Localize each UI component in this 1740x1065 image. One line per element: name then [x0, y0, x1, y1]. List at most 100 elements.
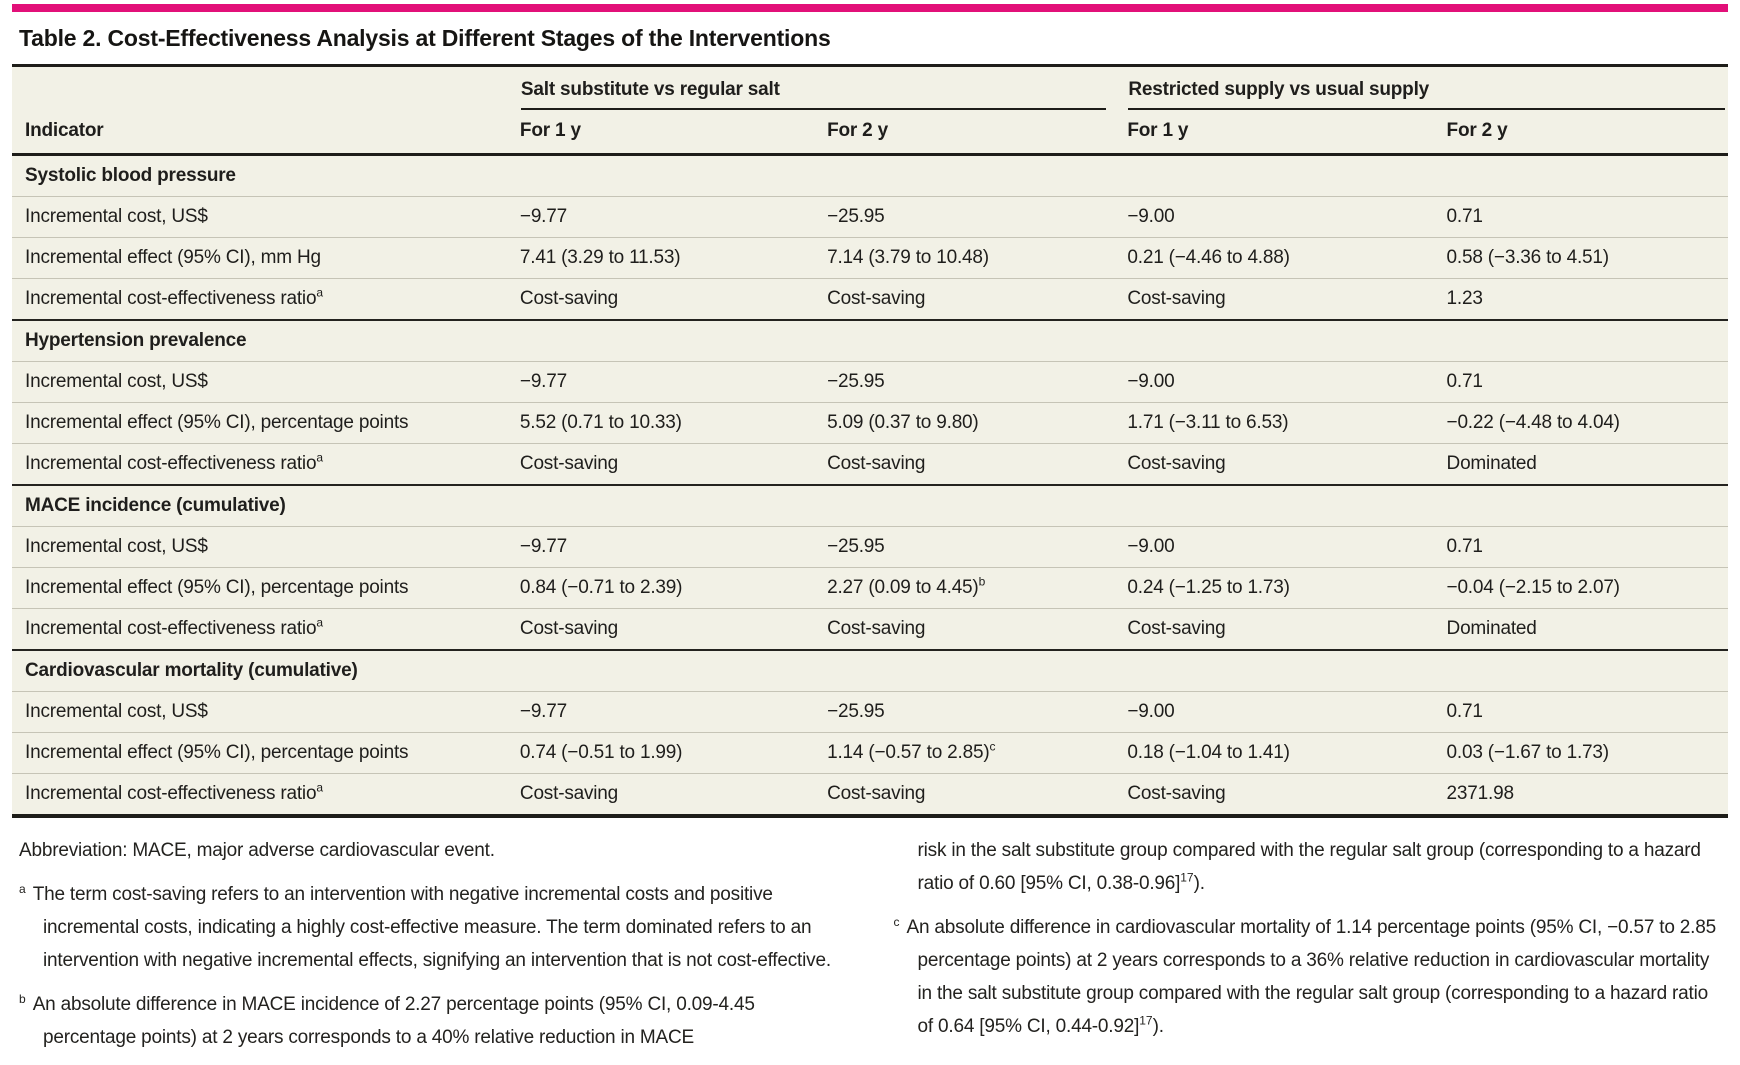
value-text: 0.58 (−3.36 to 4.51): [1446, 247, 1610, 268]
footnote-b-part1: b An absolute difference in MACE incidenc…: [19, 988, 844, 1054]
value-text: 7.41 (3.29 to 11.53): [519, 247, 681, 268]
table-row: Incremental cost-effectiveness ratioa Co…: [12, 773, 1728, 816]
footnote-c-suffix: ).: [1152, 1016, 1164, 1038]
cost-effectiveness-table: Salt substitute vs regular salt Restrict…: [12, 64, 1728, 818]
value-cell: 1.23: [1446, 278, 1728, 320]
value-cell: Dominated: [1446, 608, 1728, 650]
value-cell: Cost-saving: [519, 773, 828, 816]
value-cell: Cost-saving: [1127, 608, 1447, 650]
value-cell: −9.00: [1127, 196, 1447, 238]
value-cell: −0.22 (−4.48 to 4.04): [1446, 402, 1728, 444]
footnote-abbreviation: Abbreviation: MACE, major adverse cardio…: [19, 840, 495, 861]
value-text: −9.77: [519, 371, 567, 392]
footnote-b-marker: b: [19, 991, 26, 1006]
value-text: −9.77: [519, 206, 567, 227]
section-cardiovascular-mortality: Cardiovascular mortality (cumulative) In…: [12, 649, 1728, 816]
value-cell: Cost-saving: [1127, 773, 1447, 816]
indicator-label: Incremental cost, US$: [25, 701, 208, 722]
section-hypertension-prevalence: Hypertension prevalence Incremental cost…: [12, 319, 1728, 485]
footnote-a-marker: a: [19, 881, 26, 896]
value-text: 0.74 (−0.51 to 1.99): [519, 742, 683, 763]
value-cell: −0.04 (−2.15 to 2.07): [1446, 567, 1728, 609]
table-row: Incremental cost, US$ −9.77 −25.95 −9.00…: [12, 691, 1728, 733]
section-systolic-blood-pressure: Systolic blood pressure Incremental cost…: [12, 155, 1728, 320]
value-cell: −9.77: [519, 691, 828, 733]
value-cell: −25.95: [827, 196, 1128, 238]
value-cell: −9.77: [519, 526, 828, 568]
value-text: 0.84 (−0.71 to 2.39): [519, 577, 683, 598]
value-text: −9.00: [1127, 206, 1175, 227]
value-cell: 0.84 (−0.71 to 2.39): [519, 567, 828, 609]
value-cell: −25.95: [827, 691, 1128, 733]
value-cell: −25.95: [827, 361, 1128, 403]
column-header-row: Indicator For 1 y For 2 y For 1 y For 2 …: [12, 111, 1728, 156]
table-row: Incremental cost-effectiveness ratioa Co…: [12, 443, 1728, 485]
column-header-salt-1y: For 1 y: [519, 111, 828, 156]
value-cell: −9.77: [519, 196, 828, 238]
indicator-cell: Incremental cost, US$: [12, 691, 520, 733]
column-header-indicator: Indicator: [12, 111, 520, 156]
table-row: Incremental cost, US$ −9.77 −25.95 −9.00…: [12, 361, 1728, 403]
footnote-marker-a: a: [316, 780, 323, 795]
top-accent-bar: [12, 4, 1728, 12]
footnote-c-text: An absolute difference in cardiovascular…: [906, 917, 1717, 1038]
group-label-salt-substitute: Salt substitute vs regular salt: [520, 79, 1107, 110]
value-cell: Cost-saving: [519, 443, 828, 485]
value-cell: 0.71: [1446, 196, 1728, 238]
column-header-salt-2y: For 2 y: [827, 111, 1128, 156]
value-cell: Dominated: [1446, 443, 1728, 485]
value-cell: 0.18 (−1.04 to 1.41): [1127, 732, 1447, 774]
value-cell: Cost-saving: [827, 278, 1128, 320]
value-cell: Cost-saving: [1127, 443, 1447, 485]
footnote-a-text: The term cost-saving refers to an interv…: [32, 884, 831, 972]
indicator-label: Incremental cost, US$: [25, 536, 208, 557]
table-row: Incremental cost, US$ −9.77 −25.95 −9.00…: [12, 526, 1728, 568]
footnote-b-part2: risk in the salt substitute group compar…: [894, 834, 1719, 900]
value-cell: −9.00: [1127, 361, 1447, 403]
value-text: 5.09 (0.37 to 9.80): [827, 412, 979, 433]
indicator-cell: Incremental cost, US$: [12, 196, 520, 238]
value-text: 2371.98: [1446, 783, 1514, 804]
value-cell: 2371.98: [1446, 773, 1728, 816]
reference-17-superscript: 17: [1139, 1013, 1153, 1028]
value-cell: Cost-saving: [827, 443, 1128, 485]
indicator-label: Incremental effect (95% CI), mm Hg: [25, 247, 321, 268]
indicator-label: Incremental cost, US$: [25, 206, 208, 227]
value-cell: 1.14 (−0.57 to 2.85)c: [827, 732, 1128, 774]
value-cell: 5.52 (0.71 to 10.33): [519, 402, 828, 444]
value-cell: 0.03 (−1.67 to 1.73): [1446, 732, 1728, 774]
value-text: 0.18 (−1.04 to 1.41): [1127, 742, 1290, 763]
column-header-restricted-2y: For 2 y: [1446, 111, 1728, 156]
value-text: −25.95: [827, 536, 885, 557]
group-cell-salt-substitute: Salt substitute vs regular salt: [520, 66, 1127, 112]
indicator-cell: Incremental cost-effectiveness ratioa: [12, 608, 520, 650]
value-text: Cost-saving: [827, 453, 926, 474]
value-cell: 5.09 (0.37 to 9.80): [827, 402, 1128, 444]
table-row: Incremental effect (95% CI), mm Hg 7.41 …: [12, 237, 1728, 279]
indicator-cell: Incremental cost-effectiveness ratioa: [12, 773, 520, 816]
indicator-label: Incremental cost, US$: [25, 371, 208, 392]
footnote-marker-a: a: [316, 450, 323, 465]
value-text: Cost-saving: [1127, 453, 1226, 474]
footnote-b-text: An absolute difference in MACE incidence…: [32, 994, 755, 1049]
value-cell: 0.21 (−4.46 to 4.88): [1127, 237, 1447, 279]
indicator-label: Incremental effect (95% CI), percentage …: [25, 742, 409, 763]
value-text: Cost-saving: [519, 453, 619, 474]
footnote-b-continuation-text: risk in the salt substitute group compar…: [917, 840, 1701, 895]
footnotes-right-column: risk in the salt substitute group compar…: [894, 834, 1719, 1065]
value-text: Cost-saving: [1127, 783, 1226, 804]
indicator-label: Incremental cost-effectiveness ratio: [25, 618, 317, 639]
section-title: Systolic blood pressure: [25, 165, 236, 186]
indicator-cell: Incremental cost, US$: [12, 526, 520, 568]
value-text: −25.95: [827, 206, 885, 227]
value-text: −25.95: [827, 371, 885, 392]
value-cell: 1.71 (−3.11 to 6.53): [1127, 402, 1447, 444]
value-text: −25.95: [827, 701, 885, 722]
value-text: 0.71: [1446, 701, 1483, 722]
value-cell: Cost-saving: [519, 278, 828, 320]
value-text: 7.14 (3.79 to 10.48): [827, 247, 989, 268]
value-text: Dominated: [1446, 618, 1537, 639]
footnote-c: c An absolute difference in cardiovascula…: [894, 911, 1719, 1043]
value-text: Cost-saving: [827, 783, 926, 804]
footnote-marker-c: c: [989, 739, 996, 754]
